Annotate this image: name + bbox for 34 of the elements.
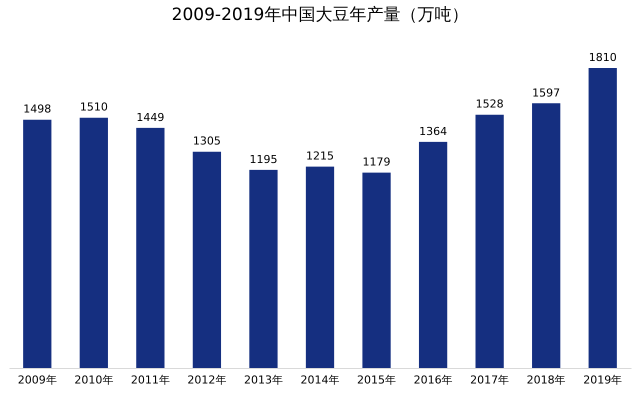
data-label: 1510 — [80, 100, 108, 114]
bar — [532, 103, 560, 368]
x-tick-label: 2012年 — [187, 374, 226, 386]
bar — [418, 142, 448, 368]
x-tick-label: 2014年 — [300, 374, 340, 386]
chart-title: 2009-2019年中国大豆年产量（万吨） — [172, 5, 468, 25]
x-tick-label: 2011年 — [130, 374, 170, 386]
data-label: 1810 — [588, 51, 617, 64]
bar — [192, 152, 222, 368]
data-label: 1449 — [136, 110, 164, 124]
bar — [588, 68, 617, 368]
data-label: 1305 — [192, 134, 221, 148]
x-tick-label: 2019年 — [583, 374, 622, 386]
bar — [306, 166, 334, 368]
bar — [136, 128, 164, 368]
data-label: 1195 — [249, 152, 278, 166]
x-tick-label: 2017年 — [470, 374, 510, 386]
data-label: 1528 — [476, 98, 504, 111]
x-tick-label: 2016年 — [414, 374, 453, 386]
data-label: 1597 — [532, 86, 560, 100]
bar — [362, 172, 391, 368]
data-label: 1364 — [419, 124, 448, 138]
bar — [249, 170, 278, 368]
data-label: 1498 — [23, 102, 52, 116]
bar — [23, 120, 52, 368]
x-tick-label: 2018年 — [526, 374, 566, 386]
x-tick-label: 2013年 — [244, 374, 283, 386]
data-label: 1179 — [362, 156, 391, 169]
x-tick-label: 2009年 — [18, 374, 57, 386]
data-label: 1215 — [306, 150, 334, 163]
bar — [476, 114, 504, 368]
x-tick-label: 2015年 — [357, 374, 396, 386]
x-tick-label: 2010年 — [74, 374, 114, 386]
bar — [80, 118, 108, 368]
